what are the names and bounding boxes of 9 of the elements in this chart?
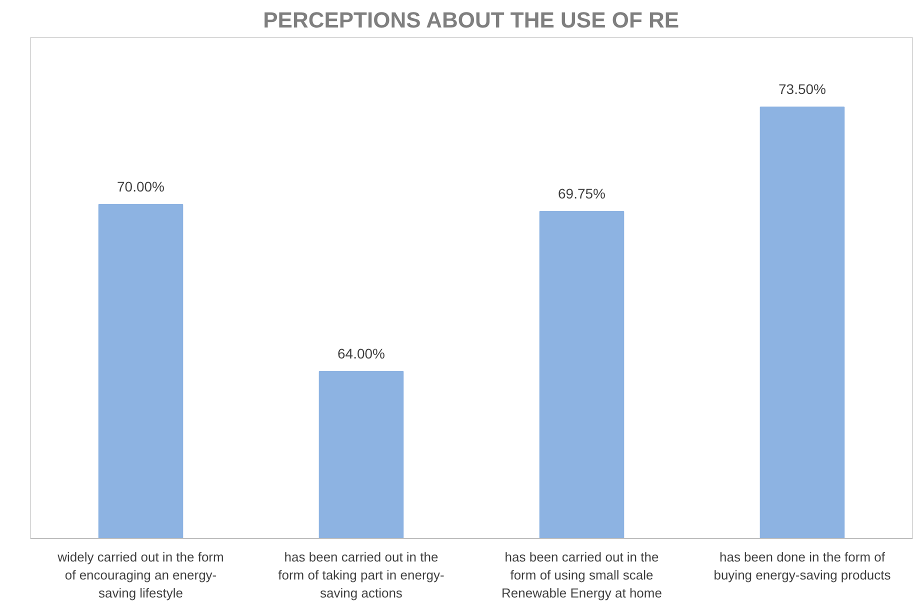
chart-title: PERCEPTIONS ABOUT THE USE OF RE [263, 8, 680, 32]
data-label: 69.75% [558, 185, 606, 202]
x-tick-label: has been carried out in the form of taking part in energy-saving actions [278, 550, 444, 600]
data-label: 70.00% [117, 178, 164, 194]
data-label: 73.50% [778, 81, 826, 98]
x-tick-label: has been carried out in the form of using small scale Renewable Energy at home [502, 550, 662, 600]
x-tick-label: widely carried out in the form of encouraging an energy-saving lifestyle [56, 550, 224, 600]
data-label: 64.00% [338, 346, 385, 362]
x-tick-label: has been done in the form of buying energy-saving products [714, 550, 892, 582]
